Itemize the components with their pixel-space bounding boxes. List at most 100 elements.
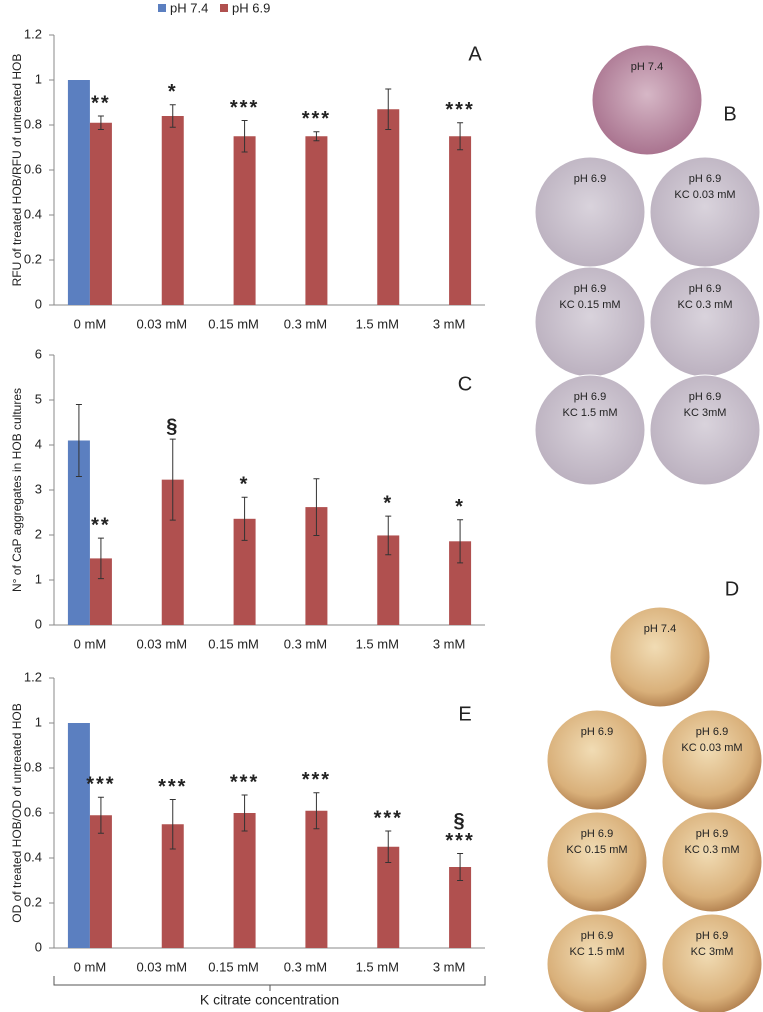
significance-marker: *** (445, 830, 474, 852)
y-tick-label: 1.2 (24, 669, 42, 684)
error-bar (169, 438, 176, 521)
error-bar (457, 519, 464, 564)
error-bar (169, 799, 176, 850)
panel-label: E (458, 703, 471, 725)
x-tick-label: 1.5 mM (356, 959, 399, 974)
bar (377, 846, 400, 948)
bar (377, 109, 400, 305)
significance-marker: *** (230, 97, 259, 119)
bar (305, 507, 328, 625)
error-bar (313, 131, 320, 142)
x-tick-label: 0 mM (74, 959, 107, 974)
error-bar (385, 88, 392, 130)
micrograph (591, 44, 703, 156)
y-tick-label: 0.8 (24, 759, 42, 774)
micrograph-label: pH 6.9 (696, 828, 728, 840)
significance-marker: ** (91, 92, 111, 114)
bar (67, 80, 90, 305)
y-tick-label: 5 (35, 391, 42, 406)
micrograph-label: pH 6.9 (696, 726, 728, 738)
error-bar (241, 794, 248, 832)
x-tick-label: 0.3 mM (284, 316, 327, 331)
y-tick-label: 6 (35, 346, 42, 361)
panel-label: D (725, 578, 739, 600)
significance-marker: * (240, 473, 250, 495)
y-tick-label: 0.6 (24, 161, 42, 176)
micrograph-label: KC 0.03 mM (681, 742, 742, 754)
error-bar (75, 404, 82, 477)
micrograph (546, 913, 648, 1012)
error-bar (97, 115, 104, 130)
y-tick-label: 0.2 (24, 894, 42, 909)
x-tick-label: 0.3 mM (284, 636, 327, 651)
significance-marker: *** (86, 774, 115, 796)
x-tick-label: 0.3 mM (284, 959, 327, 974)
y-tick-label: 4 (35, 436, 42, 451)
y-tick-label: 0.8 (24, 116, 42, 131)
micrograph (546, 811, 648, 913)
error-bar (457, 122, 464, 151)
x-tick-label: 1.5 mM (356, 636, 399, 651)
y-tick-label: 1 (35, 714, 42, 729)
micrograph-label: pH 6.9 (689, 391, 721, 403)
micrograph-label: pH 6.9 (581, 726, 613, 738)
x-tick-label: 3 mM (433, 959, 466, 974)
y-tick-label: 0.2 (24, 251, 42, 266)
bracket (53, 976, 486, 991)
bar (89, 558, 112, 625)
error-bar (97, 537, 104, 580)
significance-marker: *** (230, 771, 259, 793)
significance-marker: § (454, 810, 467, 832)
bar (233, 136, 256, 305)
error-bar (385, 515, 392, 556)
bar (377, 535, 400, 625)
significance-marker: ** (91, 514, 111, 536)
micrograph-label: pH 7.4 (631, 61, 663, 73)
error-bar (241, 496, 248, 541)
micrograph-label: KC 3mM (691, 946, 734, 958)
y-axis-label: N° of CaP aggregates in HOB cultures (10, 388, 24, 592)
micrograph-label: pH 6.9 (574, 391, 606, 403)
x-axis-label: K citrate concentration (200, 992, 339, 1008)
micrograph-label: KC 0.3 mM (684, 844, 739, 856)
x-tick-label: 0.03 mM (136, 636, 187, 651)
micrograph (609, 606, 711, 708)
x-tick-label: 0.03 mM (136, 316, 187, 331)
bar (161, 479, 184, 625)
significance-marker: *** (302, 108, 331, 130)
x-tick-label: 0 mM (74, 316, 107, 331)
micrograph (546, 709, 648, 811)
bar (233, 518, 256, 625)
error-bar (169, 104, 176, 128)
y-axis-label: RFU of treated HOB/RFU of untreated HOB (10, 54, 24, 287)
x-tick-label: 0.15 mM (208, 636, 259, 651)
x-tick-label: 0 mM (74, 636, 107, 651)
y-tick-label: 0.4 (24, 206, 42, 221)
error-bar (313, 478, 320, 536)
y-axis-label: OD of treated HOB/OD of untreated HOB (10, 703, 24, 922)
significance-marker: *** (158, 776, 187, 798)
bar (89, 815, 112, 948)
bar (449, 867, 472, 948)
y-tick-label: 1 (35, 571, 42, 586)
x-tick-label: 0.15 mM (208, 316, 259, 331)
y-tick-label: 0 (35, 616, 42, 631)
micrograph-label: pH 6.9 (689, 173, 721, 185)
x-tick-label: 3 mM (433, 636, 466, 651)
y-tick-label: 0.4 (24, 849, 42, 864)
panel-label: B (723, 103, 736, 125)
x-tick-label: 1.5 mM (356, 316, 399, 331)
micrograph-label: KC 0.3 mM (677, 299, 732, 311)
legend-swatch (220, 4, 228, 12)
y-tick-label: 1.2 (24, 26, 42, 41)
bar (161, 116, 184, 305)
significance-marker: * (168, 81, 178, 103)
error-bar (385, 830, 392, 863)
micrograph (661, 913, 763, 1012)
significance-marker: *** (374, 807, 403, 829)
bar (89, 122, 112, 305)
y-tick-label: 2 (35, 526, 42, 541)
x-tick-label: 3 mM (433, 316, 466, 331)
micrograph-label: pH 6.9 (581, 828, 613, 840)
micrograph (534, 374, 646, 486)
